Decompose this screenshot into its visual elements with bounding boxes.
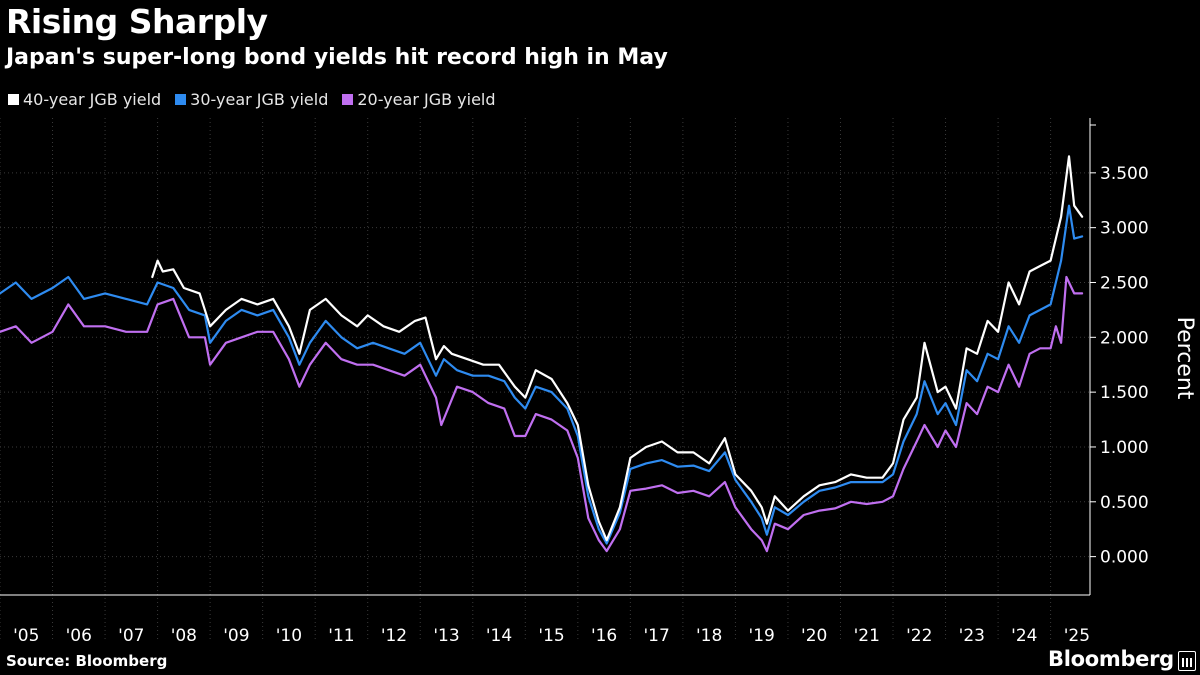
y-tick-label: 0.500 bbox=[1100, 493, 1149, 513]
series-line-30y bbox=[0, 204, 1084, 545]
brand-logo: Bloomberg bbox=[1048, 647, 1174, 671]
source-note: Source: Bloomberg bbox=[6, 652, 168, 670]
x-tick-label: '17 bbox=[643, 626, 669, 646]
x-tick-label: '22 bbox=[906, 626, 932, 646]
legend-label-40y: 40-year JGB yield bbox=[23, 90, 162, 109]
x-tick-label: '09 bbox=[223, 626, 249, 646]
y-tick-label: 2.500 bbox=[1100, 273, 1149, 293]
x-tick-label: '24 bbox=[1011, 626, 1037, 646]
x-tick-label: '18 bbox=[696, 626, 722, 646]
x-tick-label: '07 bbox=[118, 626, 144, 646]
x-tick-label: '15 bbox=[538, 626, 564, 646]
x-tick-label: '13 bbox=[433, 626, 459, 646]
chart-subtitle: Japan's super-long bond yields hit recor… bbox=[6, 45, 668, 70]
x-tick-label: '16 bbox=[591, 626, 617, 646]
y-axis-label: Percent bbox=[1172, 317, 1197, 400]
bar-chart-icon bbox=[1178, 651, 1196, 671]
y-tick-label: 1.000 bbox=[1100, 438, 1149, 458]
legend-label-20y: 20-year JGB yield bbox=[357, 90, 496, 109]
y-tick-label: 2.000 bbox=[1100, 328, 1149, 348]
x-tick-label: '20 bbox=[801, 626, 827, 646]
y-tick-label: 1.500 bbox=[1100, 383, 1149, 403]
y-tick-label: 3.500 bbox=[1100, 164, 1149, 184]
x-tick-label: '19 bbox=[749, 626, 775, 646]
chart-title: Rising Sharply bbox=[6, 2, 268, 41]
y-tick-label: 3.000 bbox=[1100, 219, 1149, 239]
y-tick-label: 0.000 bbox=[1100, 548, 1149, 568]
x-tick-label: '05 bbox=[13, 626, 39, 646]
x-tick-label: '25 bbox=[1064, 626, 1090, 646]
legend-label-30y: 30-year JGB yield bbox=[190, 90, 329, 109]
series-line-20y bbox=[0, 275, 1084, 553]
x-tick-label: '14 bbox=[486, 626, 512, 646]
x-tick-label: '12 bbox=[381, 626, 407, 646]
legend-item-20y: 20-year JGB yield bbox=[342, 90, 496, 109]
legend-swatch-20y bbox=[342, 94, 354, 105]
x-tick-label: '10 bbox=[276, 626, 302, 646]
x-tick-label: '06 bbox=[66, 626, 92, 646]
series-line-40y bbox=[151, 155, 1084, 542]
x-tick-label: '21 bbox=[854, 626, 880, 646]
x-tick-label: '11 bbox=[328, 626, 354, 646]
x-tick-label: '23 bbox=[959, 626, 985, 646]
legend-item-30y: 30-year JGB yield bbox=[175, 90, 328, 109]
legend-item-40y: 40-year JGB yield bbox=[8, 90, 161, 109]
legend-swatch-30y bbox=[175, 94, 187, 105]
legend: 40-year JGB yield 30-year JGB yield 20-y… bbox=[8, 90, 496, 109]
legend-swatch-40y bbox=[8, 94, 19, 105]
x-tick-label: '08 bbox=[171, 626, 197, 646]
